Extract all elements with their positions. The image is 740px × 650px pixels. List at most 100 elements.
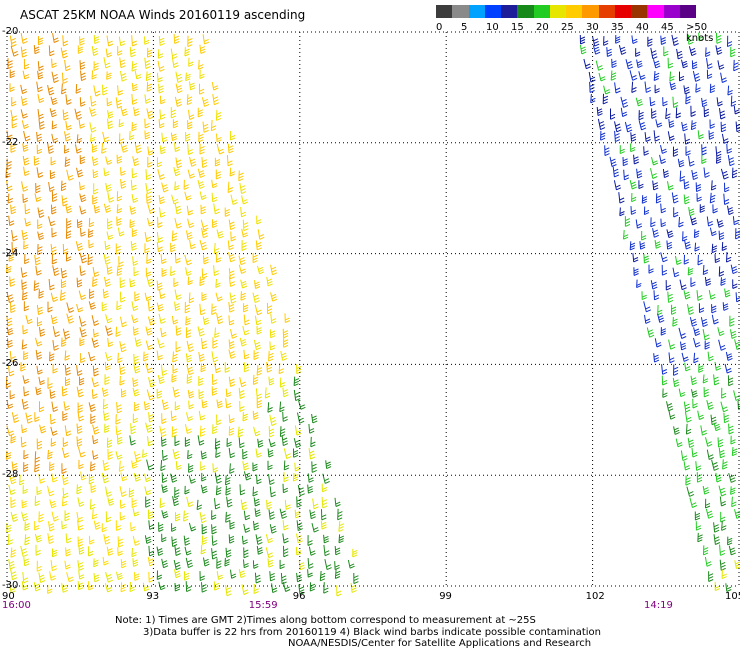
- wind-barb: [199, 191, 207, 200]
- wind-barb: [37, 61, 44, 72]
- wind-barb: [78, 290, 87, 301]
- wind-barb: [283, 337, 289, 348]
- wind-barb: [129, 130, 135, 141]
- wind-barb: [681, 121, 688, 132]
- wind-barb: [158, 522, 164, 532]
- wind-barb: [589, 81, 595, 93]
- wind-barb: [229, 463, 235, 474]
- wind-barb: [117, 46, 123, 56]
- wind-barb: [269, 571, 276, 582]
- wind-barb: [212, 94, 220, 106]
- wind-barb: [131, 60, 138, 72]
- wind-barb: [697, 254, 703, 266]
- wind-barb: [171, 194, 179, 205]
- wind-barb: [705, 47, 711, 58]
- wind-barb: [160, 459, 166, 472]
- wind-barb: [8, 484, 16, 495]
- wind-barb: [146, 253, 152, 264]
- wind-barb: [243, 362, 250, 373]
- wind-barb: [173, 559, 181, 571]
- wind-barb: [34, 461, 40, 473]
- wind-barb: [61, 447, 70, 459]
- wind-barb: [297, 485, 305, 497]
- wind-barb: [146, 193, 152, 204]
- wind-barb: [171, 230, 178, 242]
- wind-barb: [338, 534, 345, 544]
- wind-barb: [77, 410, 85, 422]
- wind-barb: [228, 376, 236, 387]
- wind-barb: [200, 363, 207, 373]
- wind-barb: [129, 581, 135, 593]
- wind-barb: [79, 205, 87, 215]
- wind-barb: [631, 81, 637, 93]
- wind-barb: [107, 218, 113, 230]
- wind-barb: [237, 426, 244, 438]
- wind-barb: [704, 556, 712, 567]
- wind-barb: [705, 498, 711, 509]
- wind-barb: [639, 241, 646, 250]
- wind-barb: [131, 547, 137, 558]
- wind-barb: [224, 207, 231, 217]
- wind-barb: [105, 511, 112, 523]
- wind-barb: [707, 351, 714, 362]
- wind-barb: [158, 194, 166, 205]
- wind-barb: [216, 414, 222, 426]
- wind-barb: [189, 81, 196, 91]
- wind-barb: [641, 291, 647, 301]
- wind-barb: [91, 389, 98, 400]
- wind-barb: [21, 339, 28, 350]
- wind-barb: [661, 364, 668, 375]
- wind-barb: [735, 121, 740, 133]
- wind-barb: [63, 401, 71, 411]
- wind-barb: [24, 203, 31, 215]
- wind-barb: [242, 448, 248, 460]
- wind-barb: [216, 133, 222, 143]
- wind-barb: [720, 401, 729, 413]
- wind-barb: [144, 94, 151, 104]
- wind-barb: [174, 569, 181, 579]
- wind-barb: [185, 131, 191, 142]
- wind-barb: [134, 451, 142, 463]
- wind-barb: [157, 60, 165, 72]
- wind-barb: [238, 387, 245, 399]
- wind-barb: [120, 316, 128, 328]
- wind-barb: [50, 156, 56, 166]
- wind-barb: [175, 157, 183, 169]
- wind-barb: [183, 510, 189, 522]
- wind-barb: [268, 509, 275, 520]
- wind-barb: [229, 167, 236, 177]
- wind-barb: [683, 194, 690, 205]
- wind-barb: [104, 583, 113, 593]
- legend-swatch: [533, 5, 550, 18]
- wind-barb: [691, 447, 698, 458]
- wind-barb: [706, 58, 713, 70]
- wind-barb: [80, 353, 86, 364]
- wind-barb: [201, 582, 207, 593]
- wind-barb: [252, 410, 259, 420]
- wind-barb: [641, 230, 647, 241]
- wind-barb: [713, 522, 720, 533]
- wind-barb: [283, 472, 289, 483]
- wind-barb: [728, 545, 736, 556]
- wind-barb: [688, 34, 694, 45]
- wind-barb: [131, 82, 138, 92]
- wind-barb: [695, 521, 702, 531]
- wind-barb: [120, 179, 127, 189]
- wind-barb: [228, 268, 235, 280]
- wind-barb: [158, 119, 165, 129]
- wind-barb: [144, 486, 152, 496]
- wind-barb: [187, 450, 193, 460]
- wind-barb: [669, 81, 677, 91]
- wind-barb: [690, 215, 698, 226]
- wind-barb: [216, 399, 223, 409]
- wind-barb: [77, 560, 84, 571]
- wind-barb: [10, 434, 16, 444]
- wind-barb: [116, 571, 124, 581]
- wind-barb: [321, 496, 328, 509]
- wind-barb: [184, 47, 190, 57]
- wind-barb: [35, 386, 42, 396]
- wind-barb: [25, 314, 33, 325]
- wind-barb: [142, 449, 148, 458]
- wind-barb: [133, 364, 141, 374]
- wind-barb: [307, 558, 314, 570]
